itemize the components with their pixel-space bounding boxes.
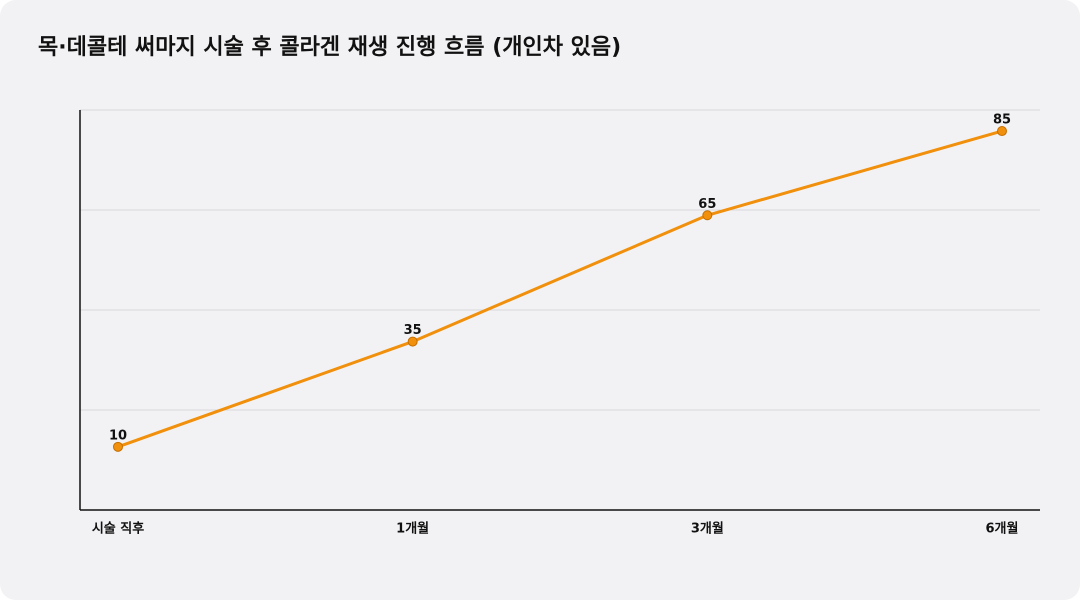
x-tick-label: 6개월 [986, 521, 1019, 537]
data-label: 35 [404, 323, 422, 338]
point [702, 210, 713, 221]
data-label: 10 [109, 428, 127, 443]
data-label: 85 [993, 113, 1011, 128]
line [117, 129, 1003, 449]
x-tick-label: 3개월 [691, 521, 724, 537]
data-label: 65 [698, 197, 716, 212]
x-tick-label: 1개월 [396, 521, 429, 537]
chart-title: 목·데콜테 써마지 시술 후 콜라겐 재생 진행 흐름 (개인차 있음) [38, 35, 621, 60]
point [407, 336, 418, 347]
point [997, 126, 1007, 137]
point [113, 441, 123, 452]
x-tick-label: 시술 직후 [92, 521, 144, 537]
